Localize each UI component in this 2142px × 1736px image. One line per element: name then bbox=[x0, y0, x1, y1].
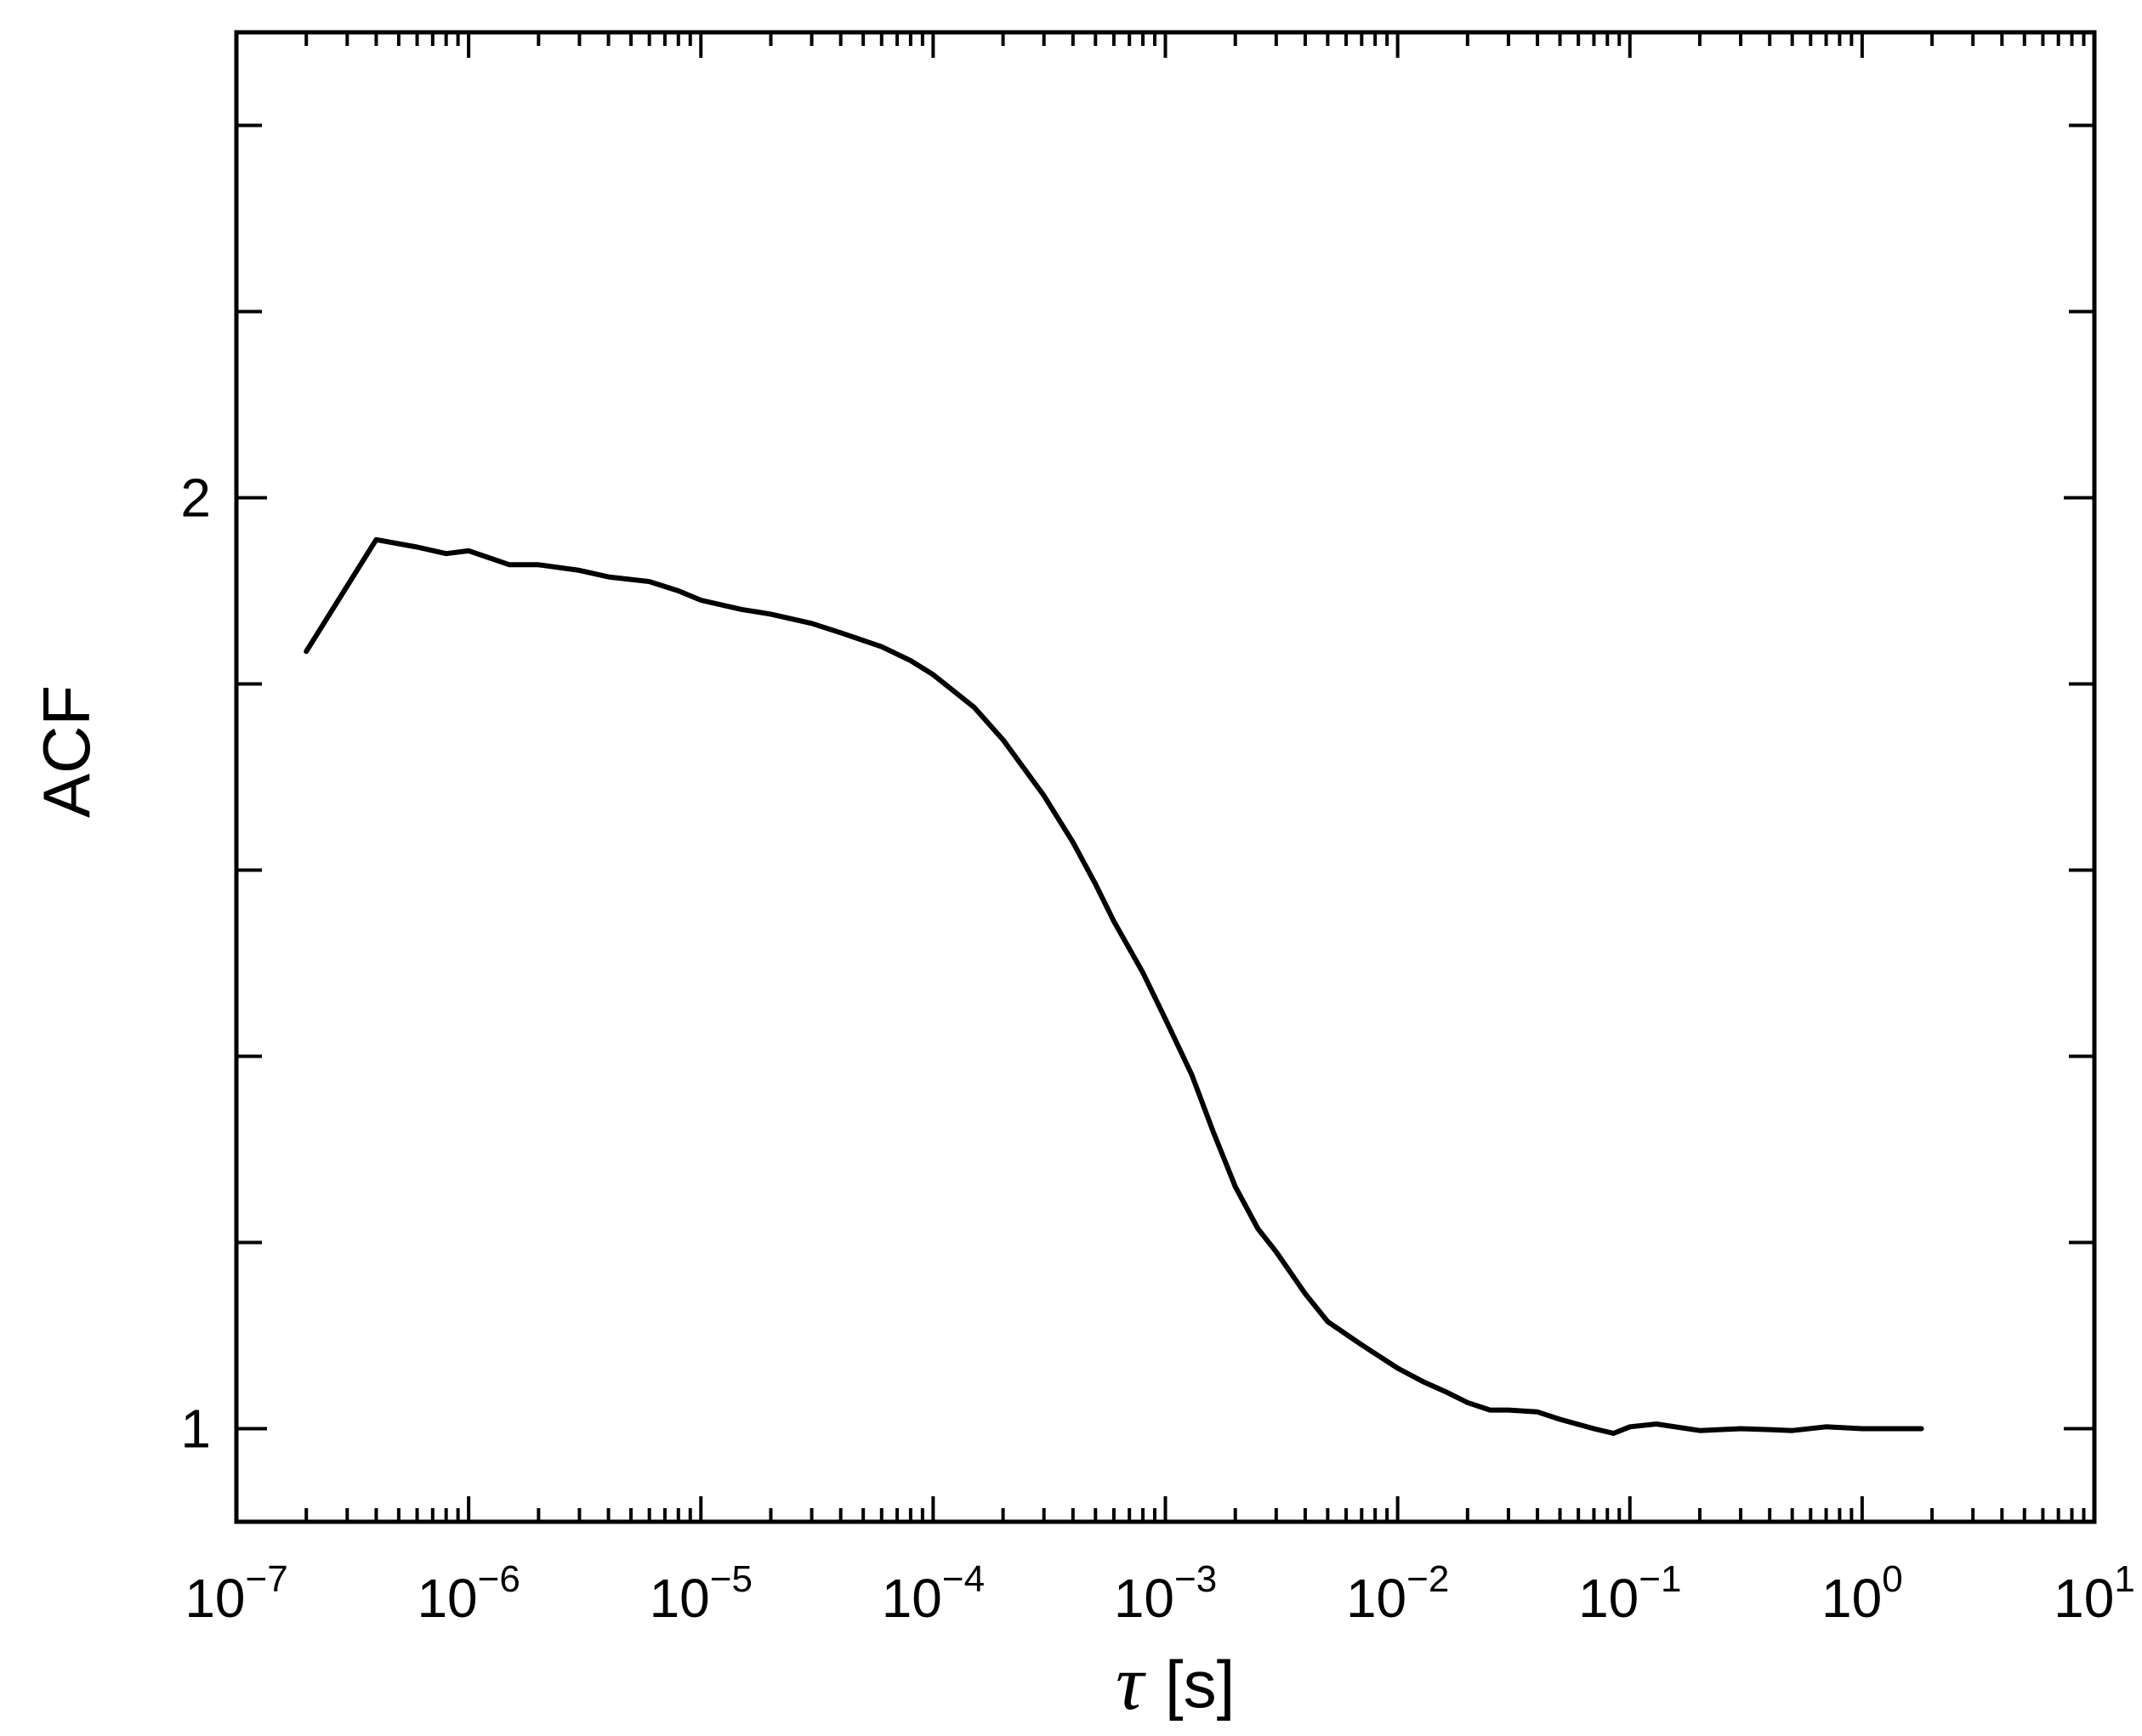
x-tick-label: 10−3 bbox=[1114, 1558, 1217, 1629]
x-tick-label: 10−6 bbox=[417, 1558, 520, 1629]
y-tick-label: 1 bbox=[180, 1398, 211, 1460]
x-axis-unit: [s] bbox=[1165, 1647, 1235, 1722]
x-tick-label: 10−7 bbox=[185, 1558, 287, 1629]
x-tick-label: 10−1 bbox=[1578, 1558, 1681, 1629]
x-axis-label: τ [s] bbox=[1116, 1639, 1235, 1726]
acf-series-line bbox=[304, 536, 1924, 1436]
y-tick-label: 2 bbox=[180, 468, 211, 529]
ticks-layer bbox=[235, 32, 2096, 1522]
y-axis-label: ACF bbox=[29, 685, 104, 818]
x-tick-label: 100 bbox=[1821, 1558, 1903, 1629]
x-axis-symbol: τ bbox=[1116, 1639, 1146, 1726]
tick-labels-layer: 1 2 10−7 10−6 10−5 10−4 10−3 10−2 10−1 100 101 bbox=[180, 468, 2134, 1630]
x-tick-label: 10−4 bbox=[882, 1558, 985, 1629]
x-tick-label: 101 bbox=[2054, 1558, 2135, 1629]
x-tick-label: 10−5 bbox=[650, 1558, 753, 1629]
plot-frame bbox=[234, 30, 2097, 1524]
x-tick-label: 10−2 bbox=[1346, 1558, 1449, 1629]
